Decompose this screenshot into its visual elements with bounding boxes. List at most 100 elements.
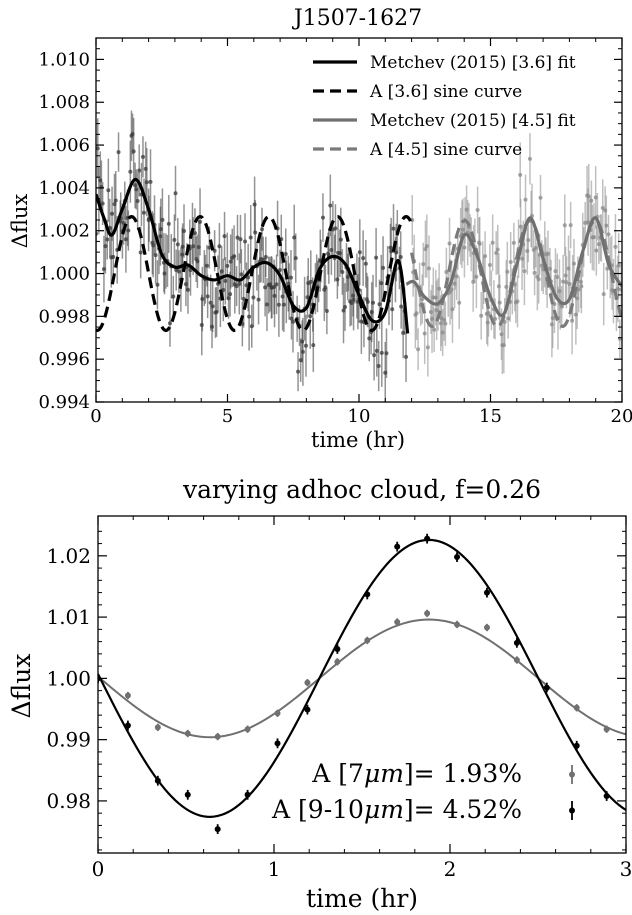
data-point-9-10um <box>574 741 580 751</box>
y-tick-label: 1.01 <box>46 605 91 629</box>
top-legend-label: A [3.6] sine curve <box>369 82 522 102</box>
ch1-data-point <box>239 272 243 276</box>
point-marker <box>604 726 610 732</box>
ch1-data-point <box>105 238 109 242</box>
ch2-data-point <box>539 196 543 200</box>
point-marker <box>424 610 430 616</box>
ch1-data-point <box>260 227 264 231</box>
ch1-data-point <box>117 150 121 154</box>
top-y-axis-label: Δflux <box>8 194 32 249</box>
bottom-legend-entry: A [9-10μm]= 4.52% <box>271 795 575 824</box>
bottom-y-axis-label: Δflux <box>7 654 36 719</box>
ch2-data-point <box>423 331 427 335</box>
ch1-data-point <box>126 229 130 233</box>
ch1-data-point <box>211 304 215 308</box>
y-tick-label: 0.996 <box>38 349 90 370</box>
data-point-7um <box>125 692 131 699</box>
ch2-observation <box>618 319 622 358</box>
bottom-plot-area <box>95 534 626 834</box>
point-marker <box>155 724 161 730</box>
bottom-x-axis-label: time (hr) <box>306 884 418 913</box>
x-tick-label: 10 <box>348 406 371 427</box>
ch1-data-point <box>243 240 247 244</box>
ch1-data-point <box>257 298 261 302</box>
ch1-observation <box>374 228 378 287</box>
y-tick-label: 1.004 <box>38 178 90 199</box>
ch1-data-point <box>198 220 202 224</box>
ch1-data-point <box>377 364 381 368</box>
point-marker <box>304 680 310 686</box>
ch2-data-point <box>443 322 447 326</box>
x-tick-label: 20 <box>611 406 632 427</box>
ch1-data-point <box>390 307 394 311</box>
ch2-observation <box>524 175 528 225</box>
bottom-legend: A [7μm]= 1.93%A [9-10μm]= 4.52% <box>271 759 575 824</box>
ch1-observation <box>321 193 325 242</box>
ch1-data-point <box>325 309 329 313</box>
ch1-data-point <box>361 256 365 260</box>
point-marker <box>394 619 400 625</box>
ch1-data-point <box>111 255 115 259</box>
point-marker <box>334 659 340 665</box>
ch2-observation <box>563 194 567 256</box>
point-marker <box>275 710 281 716</box>
ch1-data-point <box>333 226 337 230</box>
data-point-9-10um <box>424 534 430 544</box>
point-marker <box>245 726 251 732</box>
x-tick-label: 3 <box>620 857 632 881</box>
point-marker <box>245 792 251 798</box>
point-marker <box>514 657 520 663</box>
ch2-data-point <box>607 232 611 236</box>
ch1-data-point <box>136 199 140 203</box>
ch1-data-point <box>167 222 171 226</box>
ch2-data-point <box>555 275 559 279</box>
top-legend-label: Metchev (2015) [4.5] fit <box>370 111 576 131</box>
ch2-data-point <box>579 284 583 288</box>
ch1-data-point <box>217 244 221 248</box>
ch1-data-point <box>137 168 141 172</box>
top-legend-label: Metchev (2015) [3.6] fit <box>370 53 576 73</box>
ch1-data-point <box>399 255 403 259</box>
y-tick-label: 0.99 <box>46 728 91 752</box>
ch2-observation <box>491 214 495 271</box>
ch1-data-point <box>206 294 210 298</box>
ch1-data-point <box>251 295 255 299</box>
ch1-data-point <box>149 180 153 184</box>
ch1-data-point <box>380 351 384 355</box>
point-marker <box>364 637 370 643</box>
ch2-data-point <box>416 347 420 351</box>
ch1-data-point <box>168 321 172 325</box>
ch1-data-point <box>275 282 279 286</box>
y-tick-label: 0.98 <box>46 789 91 813</box>
bottom-legend-marker <box>569 808 575 814</box>
ch2-data-point <box>483 254 487 258</box>
ch1-data-point <box>205 264 209 268</box>
point-marker <box>215 826 221 832</box>
ch2-data-point <box>487 311 491 315</box>
ch1-data-point <box>296 370 300 374</box>
x-tick-label: 5 <box>222 406 233 427</box>
ch2-data-point <box>526 238 530 242</box>
ch2-data-point <box>512 241 516 245</box>
ch1-data-point <box>308 314 312 318</box>
ch1-data-point <box>381 266 385 270</box>
ch1-data-point <box>343 305 347 309</box>
ch1-data-point <box>291 320 295 324</box>
ch2-data-point <box>613 245 617 249</box>
y-tick-label: 1.006 <box>38 135 90 156</box>
x-tick-label: 15 <box>479 406 502 427</box>
top-legend-label: A [4.5] sine curve <box>369 140 522 160</box>
ch1-data-point <box>249 235 253 239</box>
x-tick-label: 0 <box>92 857 105 881</box>
ch1-data-point <box>106 188 110 192</box>
data-point-7um <box>484 624 490 631</box>
top-chart-title: J1507-1627 <box>292 6 422 31</box>
ch1-data-point <box>253 231 257 235</box>
ch2-data-point <box>427 266 431 270</box>
ch2-data-point <box>602 292 606 296</box>
ch1-observation <box>372 330 376 381</box>
ch1-data-point <box>186 288 190 292</box>
ch1-data-point <box>304 344 308 348</box>
ch1-data-point <box>311 343 315 347</box>
data-point-9-10um <box>275 738 281 748</box>
